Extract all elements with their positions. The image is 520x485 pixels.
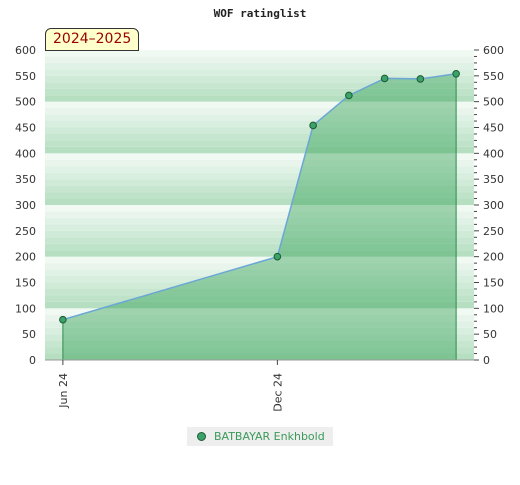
background-band — [45, 133, 474, 141]
chart-title: WOF ratinglist — [214, 7, 307, 20]
background-band — [45, 62, 474, 70]
background-band — [45, 159, 474, 167]
background-band — [45, 282, 474, 289]
background-band — [45, 69, 474, 76]
background-band — [45, 185, 474, 193]
data-point — [59, 315, 67, 324]
background-band — [45, 243, 474, 251]
series-area — [62, 73, 457, 361]
background-band — [45, 250, 474, 257]
marker-layer — [59, 69, 460, 324]
background-band — [45, 217, 474, 225]
y-tick-label-right: 150 — [483, 277, 504, 290]
x-axis: Jun 24 Dec 24 — [57, 360, 284, 412]
background-band — [45, 301, 474, 309]
y-tick-label-left: 350 — [15, 173, 36, 186]
y-tick-label-right: 500 — [483, 96, 504, 109]
y-tick-label-left: 550 — [15, 70, 36, 83]
background-band — [45, 263, 474, 270]
y-tick-label-right: 400 — [483, 147, 504, 160]
background-band — [45, 50, 474, 57]
y-tick-label-left: 600 — [15, 44, 36, 57]
background-band — [45, 56, 474, 63]
background-band — [45, 192, 474, 199]
y-axis-left: 0 50 100 150 200 250 300 350 400 450 500 550 600 — [15, 44, 36, 367]
background-band — [45, 198, 474, 205]
background-band — [45, 340, 474, 348]
background-band — [45, 237, 474, 244]
y-tick-label-left: 300 — [15, 199, 36, 212]
y-tick-label-right: 350 — [483, 173, 504, 186]
background-band — [45, 308, 474, 315]
background-band — [45, 146, 474, 154]
y-tick-label-left: 450 — [15, 122, 36, 135]
y-tick-label-left: 200 — [15, 251, 36, 264]
background-band — [45, 256, 474, 264]
legend[interactable]: BATBAYAR Enkhbold — [187, 427, 333, 446]
y-tick-label-left: 400 — [15, 147, 36, 160]
background-band — [45, 179, 474, 186]
background-band — [45, 230, 474, 238]
background-band — [45, 347, 474, 354]
y-tick-label-right: 300 — [483, 199, 504, 212]
season-badge: 2024–2025 — [45, 28, 140, 51]
background-band — [45, 153, 474, 160]
legend-marker-icon — [197, 432, 206, 441]
background-band — [45, 288, 474, 296]
background-band — [45, 172, 474, 180]
background-band — [45, 353, 474, 360]
background-band — [45, 140, 474, 147]
y-tick-label-right: 550 — [483, 70, 504, 83]
background-band — [45, 334, 474, 341]
area-layer — [62, 73, 457, 361]
data-point — [309, 121, 317, 130]
background-band — [45, 95, 474, 102]
background-band — [45, 205, 474, 212]
x-tick-label: Dec 24 — [271, 373, 284, 412]
background-band — [45, 101, 474, 109]
y-tick-label-left: 250 — [15, 225, 36, 238]
y-tick-label-right: 250 — [483, 225, 504, 238]
data-point — [273, 252, 282, 261]
data-point — [345, 91, 353, 100]
background-band — [45, 321, 474, 328]
background-band — [45, 269, 474, 277]
data-point — [452, 69, 460, 78]
background-band — [45, 121, 474, 128]
y-tick-label-right: 100 — [483, 302, 504, 315]
background-band — [45, 82, 474, 89]
background-band — [45, 114, 474, 122]
background-band — [45, 166, 474, 173]
background-band — [45, 224, 474, 231]
background-band — [45, 295, 474, 302]
y-tick-label-right: 0 — [483, 354, 490, 367]
y-tick-label-left: 500 — [15, 96, 36, 109]
background-band — [45, 211, 474, 218]
background-band — [45, 276, 474, 283]
y-tick-label-right: 50 — [483, 328, 497, 341]
data-point — [380, 74, 389, 83]
y-tick-label-left: 50 — [22, 328, 36, 341]
background-band — [45, 88, 474, 96]
background-band — [45, 314, 474, 322]
y-axis-right: 0 50 100 150 200 250 300 350 400 450 500 550 600 — [474, 44, 504, 367]
background-band — [45, 127, 474, 134]
background-bands — [45, 50, 474, 360]
background-band — [45, 327, 474, 335]
y-tick-label-left: 0 — [29, 354, 36, 367]
data-point — [416, 75, 425, 83]
y-tick-label-right: 600 — [483, 44, 504, 57]
x-tick-label: Jun 24 — [57, 373, 70, 409]
y-tick-label-right: 200 — [483, 251, 504, 264]
y-tick-label-right: 450 — [483, 122, 504, 135]
y-tick-label-left: 150 — [15, 277, 36, 290]
background-band — [45, 75, 474, 83]
y-tick-label-left: 100 — [15, 302, 36, 315]
background-band — [45, 108, 474, 115]
legend-label: BATBAYAR Enkhbold — [214, 430, 325, 443]
